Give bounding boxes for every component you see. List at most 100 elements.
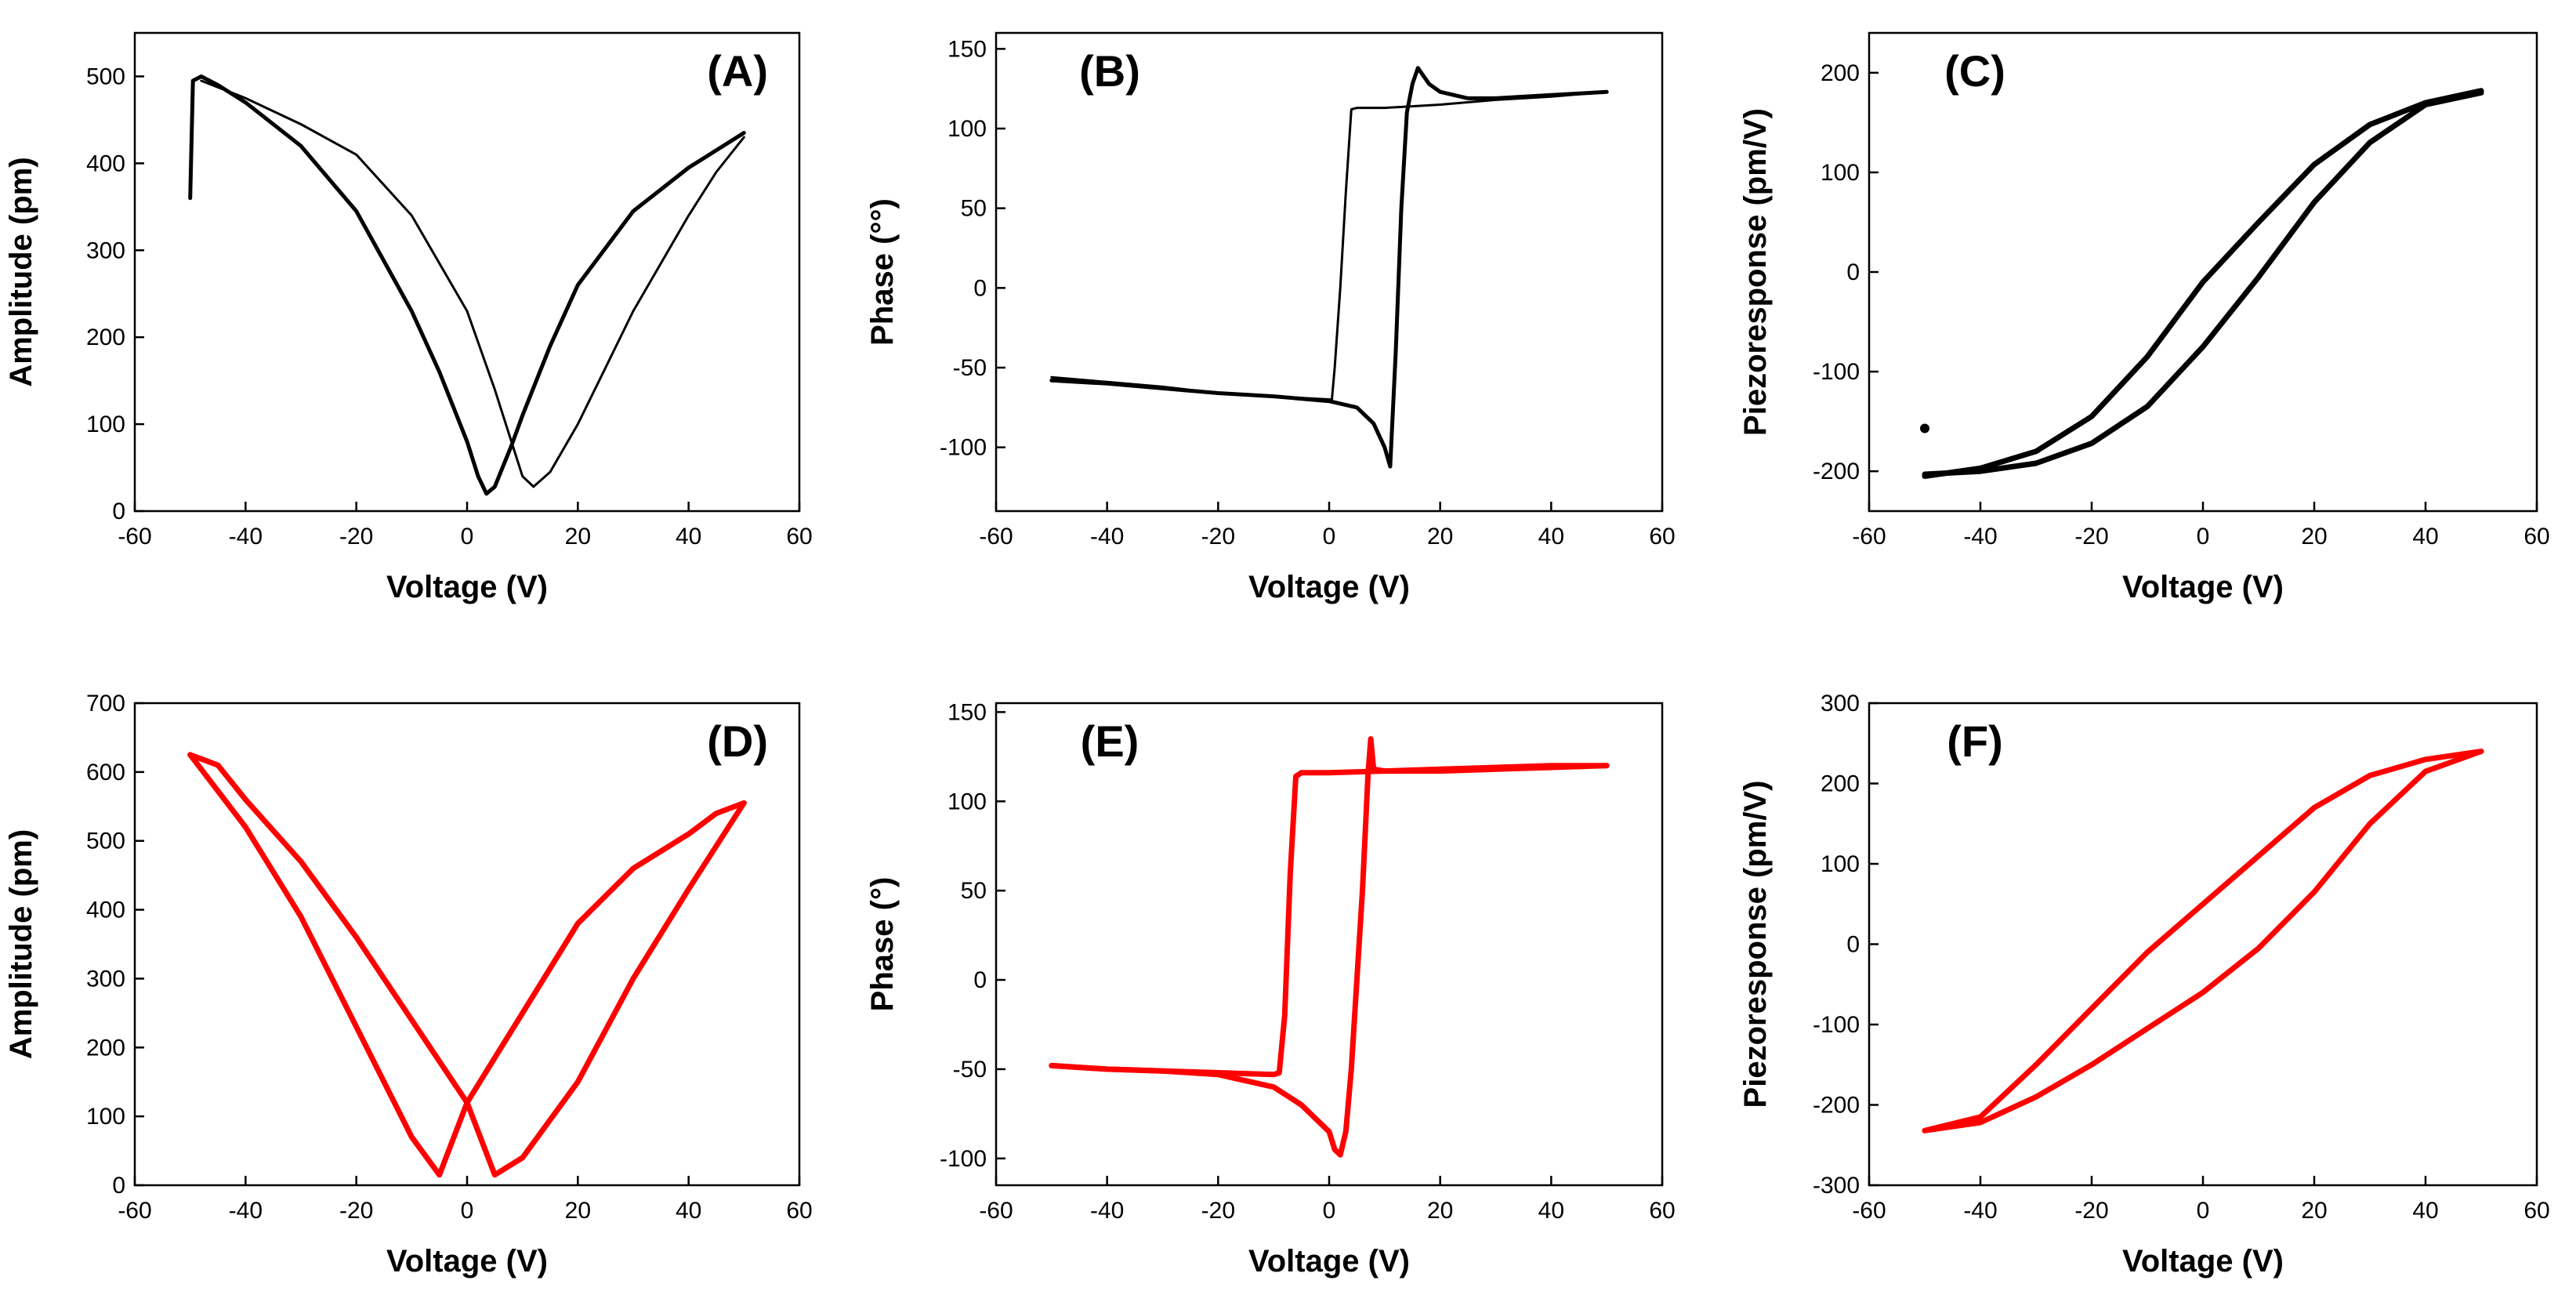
y-tick-label: 100 xyxy=(86,412,125,437)
chart-panel-4: -60 -40 -20 0 20 40 600100200300400500600700Vo… xyxy=(4,691,813,1279)
chart-panel-5: -60 -40 -20 0 20 40 60 -100 -50 0 50 100 150 Voltage … xyxy=(865,699,1676,1279)
y-tick-label: 0 xyxy=(1846,259,1860,285)
x-tick-label: 40 xyxy=(1538,1198,1564,1224)
y-tick-label: -300 xyxy=(1813,1173,1860,1199)
x-tick-label: -20 xyxy=(339,524,373,550)
x-tick-label: 0 xyxy=(461,1198,474,1224)
y-tick-label: -200 xyxy=(1813,459,1860,484)
series-line-1 xyxy=(1922,749,2484,1133)
y-tick-label: 200 xyxy=(1821,771,1860,797)
x-axis-label: Voltage (V) xyxy=(1248,570,1410,604)
panel-label: (D) xyxy=(707,716,768,766)
panel-label: (E) xyxy=(1081,716,1139,766)
plot-frame xyxy=(995,31,1664,513)
x-tick-label: -60 xyxy=(1852,1198,1886,1224)
y-tick-label: 50 xyxy=(961,196,987,222)
y-tick-label: -200 xyxy=(1813,1093,1860,1119)
x-tick-label: -20 xyxy=(339,1198,373,1224)
y-tick-label: 400 xyxy=(86,151,125,176)
x-tick-label: -40 xyxy=(1090,524,1124,550)
y-tick-label: 100 xyxy=(947,116,987,142)
y-tick-label: -50 xyxy=(953,355,987,381)
y-axis-label: Phase (°°) xyxy=(865,198,900,346)
y-axis-label: Phase (°) xyxy=(865,877,900,1012)
y-tick-label: -100 xyxy=(1813,1012,1860,1038)
series-line-2 xyxy=(1050,90,1608,401)
y-tick-label: 100 xyxy=(1821,851,1860,877)
y-tick-label: 100 xyxy=(1821,160,1860,186)
y-tick-label: 300 xyxy=(1821,691,1860,716)
x-tick-label: -40 xyxy=(1963,524,1997,550)
chart-panel-6: -60 -40 -20 0 20 40 60-300-200-1000100200300Vo… xyxy=(1738,691,2550,1279)
y-axis-label: Piezoresponse (pm/V) xyxy=(1738,781,1773,1108)
x-axis-label: Voltage (V) xyxy=(386,1244,548,1279)
y-tick-label: -50 xyxy=(953,1057,987,1083)
data-point xyxy=(1920,423,1929,433)
y-tick-label: 0 xyxy=(1846,932,1860,958)
x-tick-label: 40 xyxy=(676,1198,701,1224)
x-tick-label: -60 xyxy=(118,524,151,550)
y-tick-label: 100 xyxy=(947,789,987,814)
x-axis-label: Voltage (V) xyxy=(2122,1244,2284,1279)
x-axis-label: Voltage (V) xyxy=(1248,1244,1410,1279)
chart-panel-1: -60 -40 -20 0 20 40 60 0 100 200 300 400 500 Voltage … xyxy=(4,31,813,604)
x-tick-label: 40 xyxy=(2412,524,2438,550)
y-tick-label: 100 xyxy=(86,1104,125,1130)
x-tick-label: 60 xyxy=(786,524,812,550)
y-tick-label: 200 xyxy=(1821,60,1860,86)
x-tick-label: 60 xyxy=(1649,524,1675,550)
x-tick-label: -60 xyxy=(118,1198,151,1224)
series-line-1 xyxy=(1049,736,1610,1158)
x-tick-label: 20 xyxy=(1427,524,1453,550)
x-tick-label: 60 xyxy=(2523,1198,2549,1224)
x-tick-label: -60 xyxy=(979,1198,1013,1224)
x-axis-label: Voltage (V) xyxy=(386,570,548,604)
x-tick-label: 60 xyxy=(2523,524,2549,550)
x-tick-label: -20 xyxy=(1201,1198,1235,1224)
y-tick-label: 50 xyxy=(961,878,987,904)
series-line-2 xyxy=(1922,749,2484,1133)
series-line-1 xyxy=(1049,66,1609,469)
y-tick-label: 150 xyxy=(947,36,987,62)
x-tick-label: 40 xyxy=(676,524,701,550)
x-tick-label: -60 xyxy=(979,524,1013,550)
x-tick-label: 40 xyxy=(1538,524,1564,550)
series-line-1 xyxy=(187,752,747,1178)
panel-label: (B) xyxy=(1079,46,1140,96)
y-tick-label: -100 xyxy=(940,1146,987,1172)
x-tick-label: -20 xyxy=(2074,524,2108,550)
x-tick-label: 20 xyxy=(2301,1198,2327,1224)
plot-frame xyxy=(133,702,801,1187)
y-tick-label: 200 xyxy=(86,1035,125,1061)
y-tick-label: 300 xyxy=(86,238,125,263)
x-tick-label: 20 xyxy=(1427,1198,1453,1224)
x-tick-label: 60 xyxy=(1649,1198,1675,1224)
x-tick-label: 0 xyxy=(461,524,474,550)
y-tick-label: 400 xyxy=(86,898,125,923)
y-tick-label: 700 xyxy=(86,691,125,716)
y-tick-label: 0 xyxy=(112,1173,125,1199)
series-line-2 xyxy=(187,752,747,1178)
x-tick-label: 20 xyxy=(565,1198,591,1224)
x-tick-label: -20 xyxy=(1201,524,1235,550)
y-axis-label: Piezoresponse (pm/V) xyxy=(1738,108,1773,436)
plot-frame xyxy=(1868,702,2538,1187)
panel-label: (C) xyxy=(1944,46,2005,96)
panel-label: (A) xyxy=(707,46,768,96)
x-tick-label: -40 xyxy=(229,524,263,550)
series-line-2 xyxy=(1049,763,1610,1078)
y-tick-label: 500 xyxy=(86,829,125,854)
y-tick-label: -100 xyxy=(1813,359,1860,385)
y-axis-label: Amplitude (pm) xyxy=(4,829,38,1059)
y-tick-label: 500 xyxy=(86,63,125,89)
x-tick-label: -40 xyxy=(1090,1198,1124,1224)
x-tick-label: -40 xyxy=(229,1198,263,1224)
x-tick-label: 0 xyxy=(1323,1198,1336,1224)
x-tick-label: 20 xyxy=(565,524,591,550)
y-tick-label: 300 xyxy=(86,966,125,992)
y-tick-label: 0 xyxy=(973,275,987,301)
y-tick-label: 600 xyxy=(86,760,125,785)
series-line-1 xyxy=(188,74,746,496)
x-tick-label: -60 xyxy=(1852,524,1886,550)
